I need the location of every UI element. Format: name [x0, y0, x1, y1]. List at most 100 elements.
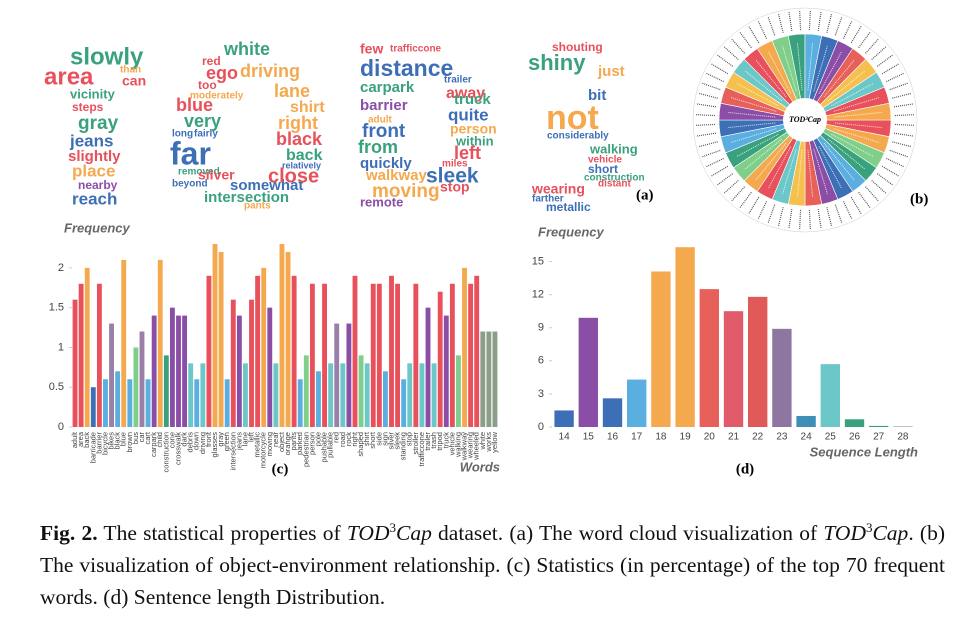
bar [474, 275, 480, 427]
x-tick-label: bicycle [100, 432, 109, 455]
x-tick-label: bus [131, 432, 140, 444]
caption-text: dataset. (a) The word cloud visualizatio… [431, 521, 824, 546]
x-tick-label: back [82, 432, 91, 448]
bar [407, 363, 413, 427]
cloud-word: bit [588, 87, 606, 104]
segment-text-line [834, 111, 883, 118]
bar [84, 267, 90, 427]
bar [449, 283, 455, 427]
x-tick-label: cone [167, 432, 176, 448]
x-tick-label: green [222, 432, 231, 451]
bar [243, 363, 248, 427]
cloud-word: carpark [360, 79, 415, 96]
x-tick-label: barrier [94, 432, 103, 454]
segment-text-line [827, 138, 866, 170]
cloud-word: shiny [528, 50, 586, 75]
cloud-word: front [362, 121, 406, 142]
cloud-word: can [122, 73, 146, 89]
caption-text: Cap [395, 521, 432, 546]
cloud-word: person [450, 121, 497, 137]
bar [133, 347, 139, 427]
x-tick-label: 28 [897, 432, 909, 443]
bar [425, 307, 431, 427]
x-tick-label: short [368, 431, 377, 449]
caption-text: TOD [346, 521, 390, 546]
x-tick-label: carpark [149, 432, 158, 457]
x-tick-label: child [155, 432, 164, 447]
bar [291, 275, 297, 427]
bar [267, 307, 273, 427]
bar [699, 289, 719, 427]
bar [90, 387, 96, 427]
cloud-word: walkway [365, 167, 428, 184]
cloud-word: relatively [282, 160, 321, 170]
bar [176, 315, 181, 427]
bar [723, 311, 744, 427]
bar [230, 299, 236, 427]
y-tick-label: 12 [532, 289, 544, 301]
cloud-word: removed [178, 167, 220, 178]
y-tick-label: 9 [538, 322, 544, 334]
cloud-word: intersection [204, 189, 289, 206]
bar [456, 355, 461, 427]
segment-text-line [744, 70, 783, 102]
cloud-word: just [597, 63, 625, 80]
segment-text-line [831, 82, 875, 107]
segment-text-line [727, 122, 776, 129]
bar [78, 283, 84, 427]
cloud-word: adult [368, 115, 393, 126]
cloud-word: walking [589, 141, 638, 156]
x-tick-label: crosswalk [173, 432, 182, 465]
cloud-word: few [360, 41, 383, 57]
cloud-word: close [268, 165, 319, 187]
y-axis-label: Frequency [64, 220, 131, 235]
cloud-word: vicinity [70, 86, 116, 101]
x-tick-label: orange [283, 432, 292, 455]
x-tick-label: dark [180, 432, 189, 447]
bar [279, 243, 285, 427]
caption-text: 3 [389, 520, 396, 535]
cloud-word: pants [244, 201, 271, 212]
x-tick-label: works [484, 432, 493, 453]
bar [303, 355, 309, 427]
caption-label: Fig. 2. [40, 521, 98, 546]
x-tick-label: pullable [326, 432, 335, 458]
x-tick-label: jeans [234, 432, 243, 451]
bar [145, 379, 151, 427]
cloud-word: stop [440, 179, 470, 195]
cloud-word: jeans [69, 131, 113, 150]
x-tick-label: trafficcone [417, 432, 426, 466]
x-tick-label: construction [161, 432, 170, 472]
cloud-word: beyond [172, 179, 208, 190]
x-tick-label: pants [289, 432, 298, 451]
x-tick-label: area [76, 431, 85, 447]
segment-text-line [833, 96, 880, 112]
bar [602, 398, 623, 427]
bar [328, 363, 334, 427]
bar [316, 371, 321, 427]
bar [297, 379, 303, 427]
caption: Fig. 2. The statistical properties of TO… [40, 512, 945, 613]
cloud-word: left [454, 143, 481, 163]
x-tick-label: cart [143, 431, 152, 444]
x-tick-label: adult [70, 431, 79, 448]
x-tick-label: 22 [752, 432, 764, 443]
segment-text-line [744, 138, 783, 170]
bar [419, 363, 425, 427]
bar [212, 243, 218, 427]
bar [103, 379, 108, 427]
segment-text-line [730, 96, 777, 112]
bar [437, 291, 443, 427]
bar [322, 283, 327, 427]
bar [401, 379, 407, 427]
bar [224, 379, 230, 427]
bar [675, 247, 695, 427]
panel-label: (a) [636, 187, 654, 203]
segment-text-line [831, 133, 875, 158]
y-tick-label: 0 [538, 421, 544, 433]
bar [869, 425, 889, 427]
bar [844, 419, 865, 427]
x-tick-label: 23 [776, 432, 788, 443]
segment-text-line [755, 59, 787, 98]
cloud-word: distance [360, 55, 453, 81]
